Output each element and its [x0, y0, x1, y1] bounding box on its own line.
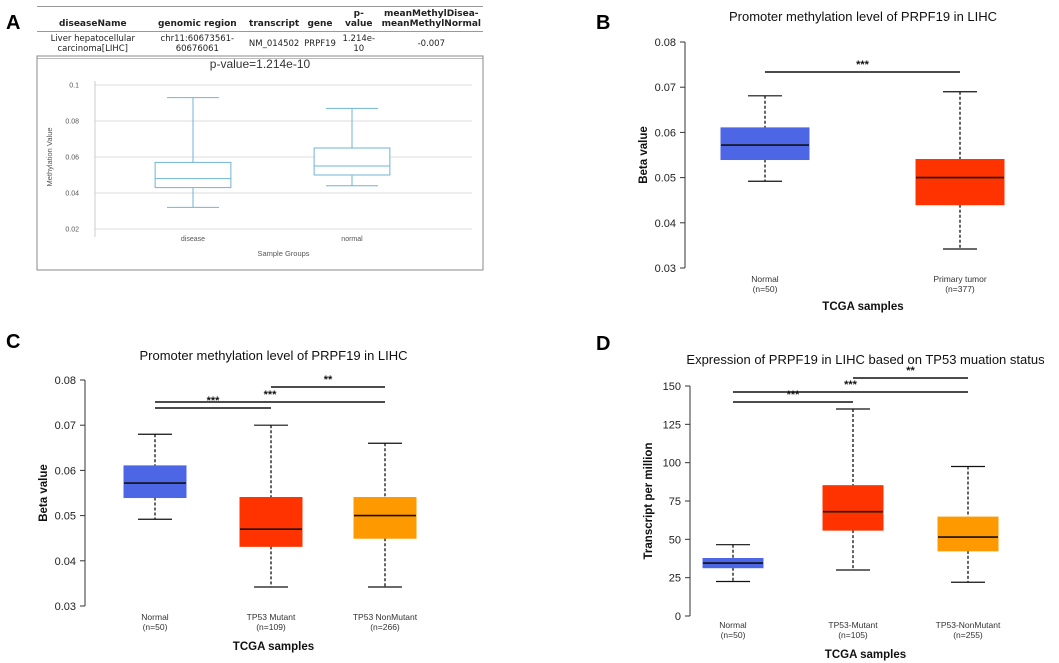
table-cell: -0.007 — [379, 31, 483, 59]
x-tick-count: (n=109) — [256, 622, 286, 632]
chart-b: Promoter methylation level of PRPF19 in … — [638, 9, 1005, 313]
x-tick-label: normal — [341, 236, 363, 243]
chart-title: p-value=1.214e-10 — [210, 57, 311, 71]
table-header-cell: transcript — [246, 6, 303, 32]
table-cell: NM_014502 — [246, 31, 303, 59]
x-axis-label: TCGA samples — [233, 641, 314, 653]
y-tick-label: 0.04 — [655, 218, 676, 230]
table-row: Liver hepatocellular carcinoma[LIHC] chr… — [37, 31, 483, 59]
y-tick-label: 0.06 — [65, 155, 79, 162]
panel-letter-d: D — [596, 333, 611, 355]
box-iqr — [937, 516, 999, 552]
x-tick-label: Primary tumor — [933, 274, 987, 284]
table-header-cell: meanMethylDisea-meanMethylNormal — [379, 6, 483, 32]
table-header-cell: genomic region — [148, 6, 247, 32]
y-axis-label: Methylation Value — [45, 127, 54, 186]
table-header-cell: diseaseName — [37, 6, 149, 32]
y-tick-label: 25 — [669, 573, 681, 585]
box-iqr — [915, 159, 1005, 206]
x-tick-count: (n=50) — [721, 630, 746, 640]
x-tick-label: Normal — [751, 274, 779, 284]
significance-label: ** — [324, 374, 333, 386]
y-tick-label: 0.07 — [55, 420, 76, 432]
table-cell: 1.214e-10 — [337, 31, 380, 59]
table-cell: chr11:60673561-60676061 — [148, 31, 247, 59]
x-tick-count: (n=50) — [143, 622, 168, 632]
y-tick-label: 0.04 — [55, 556, 76, 568]
y-tick-label: 0.06 — [55, 465, 76, 477]
y-axis-label: Beta value — [638, 126, 650, 184]
chart-d: Expression of PRPF19 in LIHC based on TP… — [643, 352, 1045, 661]
y-tick-label: 75 — [669, 496, 681, 508]
x-tick-label: Normal — [141, 612, 169, 622]
y-tick-label: 0.05 — [655, 173, 676, 185]
y-axis-label: Beta value — [38, 464, 50, 522]
y-tick-label: 0.03 — [55, 601, 76, 613]
y-tick-label: 0.02 — [65, 227, 79, 234]
x-tick-count: (n=105) — [838, 630, 868, 640]
chart-title: Promoter methylation level of PRPF19 in … — [139, 348, 407, 363]
x-tick-label: TP53 NonMutant — [353, 612, 418, 622]
x-tick-count: (n=50) — [753, 284, 778, 294]
table-cell: PRPF19 — [302, 31, 338, 59]
x-tick-label: TP53 Mutant — [247, 612, 296, 622]
significance-label: *** — [844, 379, 858, 391]
y-tick-label: 0.03 — [655, 263, 676, 275]
y-tick-label: 0.07 — [655, 82, 676, 94]
significance-label: ** — [906, 365, 915, 377]
y-tick-label: 0.08 — [65, 119, 79, 126]
table-header-cell: gene — [302, 6, 338, 32]
y-tick-label: 0.08 — [655, 37, 676, 49]
significance-label: *** — [787, 389, 801, 401]
x-axis-label: Sample Groups — [257, 249, 309, 258]
box-iqr — [239, 497, 303, 547]
table-header-cell: p-value — [337, 6, 380, 32]
y-tick-label: 0 — [675, 611, 681, 623]
x-tick-label: TP53-Mutant — [828, 620, 878, 630]
y-axis-label: Transcript per million — [643, 443, 655, 560]
table-header-row: diseaseName genomic region transcript ge… — [37, 6, 483, 32]
box-iqr — [720, 127, 810, 161]
x-tick-label: disease — [181, 236, 205, 243]
x-tick-count: (n=377) — [945, 284, 975, 294]
y-tick-label: 0.04 — [65, 191, 79, 198]
chart-title: Promoter methylation level of PRPF19 in … — [729, 9, 997, 24]
chart-a: p-value=1.214e-10 0.02 0.04 0.06 0.08 0.1 Meth… — [36, 55, 484, 271]
y-tick-label: 0.06 — [655, 127, 676, 139]
y-tick-label: 150 — [663, 381, 681, 393]
significance-label: *** — [856, 59, 870, 71]
box-iqr — [313, 147, 391, 176]
panel-letter-a: A — [6, 12, 21, 34]
panel-letter-b: B — [596, 12, 611, 34]
y-tick-label: 0.05 — [55, 511, 76, 523]
significance-label: *** — [207, 395, 221, 407]
significance-label: *** — [264, 389, 278, 401]
x-tick-label: TP53-NonMutant — [936, 620, 1001, 630]
methylation-summary-table: diseaseName genomic region transcript ge… — [37, 6, 483, 59]
x-tick-count: (n=255) — [953, 630, 983, 640]
chart-frame — [36, 55, 484, 271]
y-tick-label: 125 — [663, 419, 681, 431]
box-iqr — [353, 497, 417, 539]
panel-letter-c: C — [6, 331, 21, 353]
box-iqr — [822, 485, 884, 531]
x-tick-count: (n=266) — [370, 622, 400, 632]
y-tick-label: 100 — [663, 458, 681, 470]
y-tick-label: 50 — [669, 534, 681, 546]
y-tick-label: 0.1 — [69, 83, 79, 90]
chart-title: Expression of PRPF19 in LIHC based on TP… — [686, 352, 1045, 367]
box-iqr — [123, 465, 187, 499]
x-axis-label: TCGA samples — [822, 301, 903, 313]
y-tick-label: 0.08 — [55, 375, 76, 387]
box-iqr — [154, 161, 232, 189]
chart-c: Promoter methylation level of PRPF19 in … — [38, 348, 418, 653]
x-axis-label: TCGA samples — [825, 649, 906, 661]
x-tick-label: Normal — [719, 620, 747, 630]
table-cell: Liver hepatocellular carcinoma[LIHC] — [37, 31, 149, 59]
